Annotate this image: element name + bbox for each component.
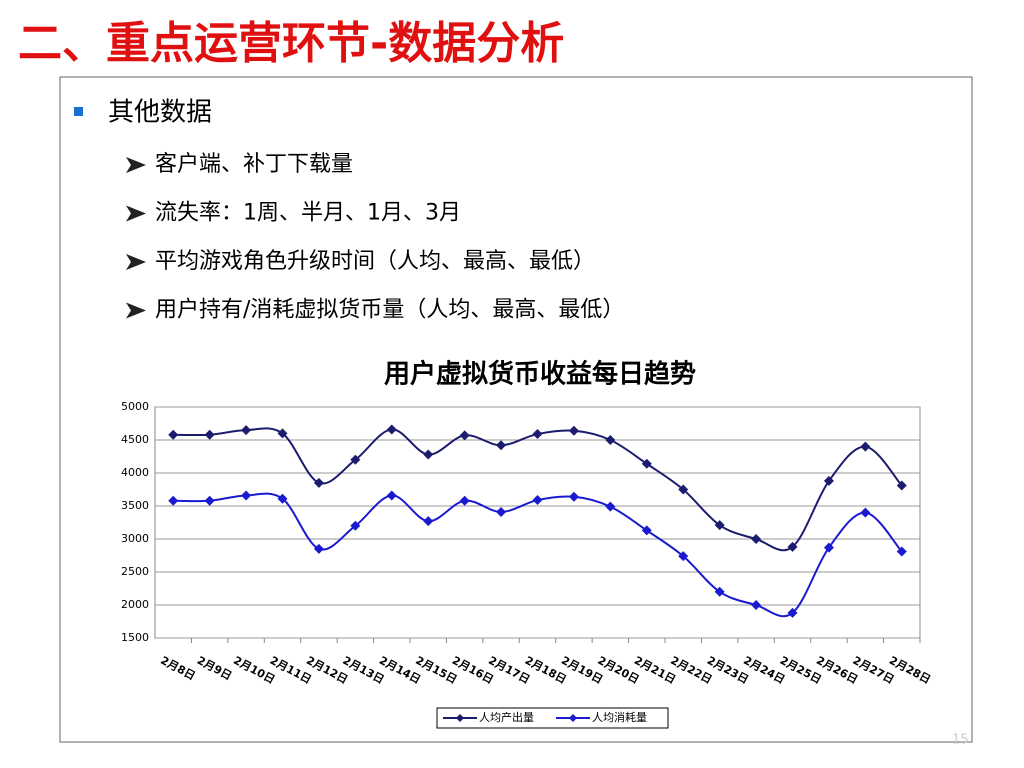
bullet-arrow bbox=[126, 302, 146, 319]
bullet-arrow bbox=[126, 254, 146, 270]
bullet-item: 平均游戏角色升级时间（人均、最高、最低） bbox=[155, 249, 595, 274]
marker bbox=[823, 475, 834, 486]
bullet-main: 其他数据 bbox=[108, 98, 212, 128]
marker bbox=[605, 501, 616, 512]
marker bbox=[787, 541, 798, 552]
marker bbox=[168, 495, 179, 506]
marker bbox=[204, 429, 215, 440]
marker bbox=[641, 525, 652, 536]
marker bbox=[860, 507, 871, 518]
legend-box bbox=[436, 707, 669, 729]
marker bbox=[386, 424, 397, 435]
marker bbox=[678, 484, 689, 495]
marker bbox=[459, 430, 470, 441]
marker bbox=[823, 542, 834, 553]
legend-marker bbox=[569, 714, 577, 722]
marker bbox=[423, 449, 434, 460]
marker bbox=[423, 516, 434, 527]
marker bbox=[168, 429, 179, 440]
y-tick-label: 4500 bbox=[121, 433, 149, 446]
marker bbox=[204, 495, 215, 506]
y-tick-label: 2000 bbox=[121, 598, 149, 611]
bullet-arrow bbox=[126, 157, 146, 173]
marker bbox=[787, 607, 798, 618]
marker bbox=[241, 490, 252, 501]
marker bbox=[496, 440, 507, 451]
marker bbox=[313, 477, 324, 488]
marker bbox=[532, 429, 543, 440]
page-number: 15 bbox=[952, 733, 969, 748]
chart-title: 用户虚拟货币收益每日趋势 bbox=[384, 359, 696, 390]
y-tick-label: 3000 bbox=[121, 532, 149, 545]
marker bbox=[751, 534, 762, 544]
marker bbox=[751, 600, 762, 610]
marker bbox=[459, 495, 470, 506]
marker bbox=[313, 543, 324, 554]
y-tick-label: 3500 bbox=[121, 499, 149, 512]
marker bbox=[277, 428, 288, 439]
x-tick-label: 2月28日 bbox=[887, 654, 933, 687]
legend-marker bbox=[456, 714, 464, 722]
bullet-item: 用户持有/消耗虚拟货币量（人均、最高、最低） bbox=[155, 298, 624, 323]
marker bbox=[386, 490, 397, 501]
y-tick-label: 4000 bbox=[121, 466, 149, 479]
marker bbox=[605, 435, 616, 445]
plot-area bbox=[154, 406, 921, 639]
bullet-arrow bbox=[126, 205, 146, 222]
marker bbox=[241, 425, 252, 436]
bullet-square bbox=[74, 107, 83, 116]
bullet-item: 流失率：1周、半月、1月、3月 bbox=[155, 201, 461, 226]
legend-label: 人均产出量 bbox=[479, 710, 534, 724]
y-tick-label: 2500 bbox=[121, 565, 149, 578]
marker bbox=[714, 520, 725, 531]
bullet-item: 客户端、补丁下载量 bbox=[155, 152, 353, 177]
marker bbox=[496, 506, 507, 517]
slide-title: 二、重点运营环节-数据分析 bbox=[18, 18, 564, 69]
marker bbox=[860, 441, 871, 452]
x-tick-label: 2月9日 bbox=[195, 654, 234, 683]
marker bbox=[277, 493, 288, 504]
x-tick-label: 2月8日 bbox=[158, 654, 197, 683]
marker bbox=[568, 491, 579, 502]
marker bbox=[532, 495, 543, 506]
marker bbox=[568, 425, 579, 436]
y-tick-label: 5000 bbox=[121, 400, 149, 413]
legend-label: 人均消耗量 bbox=[592, 710, 647, 724]
marker bbox=[714, 586, 725, 597]
marker bbox=[350, 520, 361, 531]
marker bbox=[350, 454, 361, 465]
marker bbox=[896, 480, 907, 491]
marker bbox=[641, 458, 652, 469]
marker bbox=[678, 551, 689, 562]
content-frame bbox=[59, 76, 973, 743]
y-tick-label: 1500 bbox=[121, 631, 149, 644]
marker bbox=[896, 546, 907, 557]
